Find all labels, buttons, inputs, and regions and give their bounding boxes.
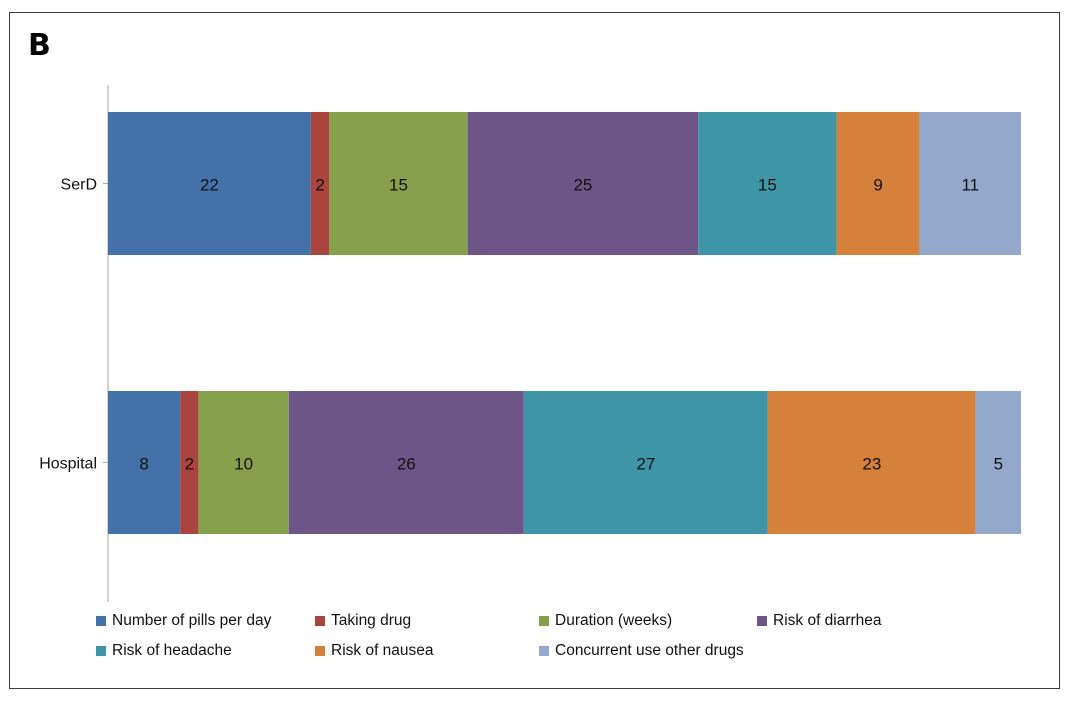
legend-swatch <box>757 616 767 626</box>
bar-segment <box>467 112 699 255</box>
data-label: 22 <box>200 176 219 195</box>
legend-label: Risk of headache <box>112 642 232 659</box>
data-label: 15 <box>758 176 777 195</box>
bar-segment <box>698 112 837 255</box>
bar-segment <box>108 112 311 255</box>
data-label: 25 <box>573 176 592 195</box>
data-label: 2 <box>315 176 324 195</box>
data-label: 5 <box>994 455 1003 474</box>
bar-segment <box>919 112 1021 255</box>
bar-segment <box>310 112 330 255</box>
legend-item: Risk of diarrhea <box>757 612 882 630</box>
legend-swatch <box>315 646 325 656</box>
panel-label: B <box>28 28 51 63</box>
data-label: 9 <box>873 176 882 195</box>
bar-segment <box>836 112 920 255</box>
data-label: 27 <box>636 455 655 474</box>
legend-label: Number of pills per day <box>112 612 272 629</box>
bar-segment <box>767 391 976 534</box>
category-label: SerD <box>61 177 97 194</box>
data-label: 10 <box>234 455 253 474</box>
category-label: Hospital <box>39 456 97 473</box>
legend-item: Duration (weeks) <box>539 612 672 630</box>
legend-item: Number of pills per day <box>96 612 271 630</box>
legend-swatch <box>539 616 549 626</box>
legend-label: Taking drug <box>331 612 412 629</box>
legend-label: Risk of nausea <box>331 642 434 659</box>
data-label: 11 <box>961 176 979 195</box>
legend-swatch <box>315 616 325 626</box>
bar-segment <box>198 391 289 534</box>
legend-label: Duration (weeks) <box>555 612 673 629</box>
bar-segment <box>288 391 524 534</box>
legend-label: Risk of diarrhea <box>773 612 882 629</box>
bar-segment <box>108 391 181 534</box>
legend-label: Concurrent use other drugs <box>555 642 744 659</box>
data-label: 15 <box>389 176 408 195</box>
data-label: 26 <box>397 455 416 474</box>
bar-segment <box>975 391 1021 534</box>
legend-item: Risk of headache <box>96 642 232 660</box>
legend-swatch <box>96 616 106 626</box>
legend-item: Risk of nausea <box>315 642 434 660</box>
data-label: 23 <box>862 455 881 474</box>
bar-segment <box>523 391 768 534</box>
bar-segment <box>180 391 199 534</box>
legend-swatch <box>96 646 106 656</box>
legend-item: Taking drug <box>315 612 411 630</box>
data-label: 8 <box>139 455 148 474</box>
data-label: 2 <box>185 455 194 474</box>
bar-segment <box>329 112 468 255</box>
legend-swatch <box>539 646 549 656</box>
legend-item: Concurrent use other drugs <box>539 642 744 660</box>
